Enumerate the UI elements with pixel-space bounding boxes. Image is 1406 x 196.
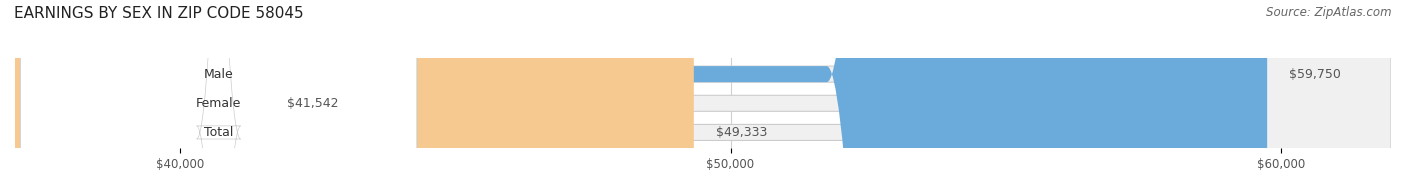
FancyBboxPatch shape xyxy=(0,0,456,196)
Text: Male: Male xyxy=(204,68,233,81)
FancyBboxPatch shape xyxy=(15,0,693,196)
FancyBboxPatch shape xyxy=(15,0,1391,196)
Text: $41,542: $41,542 xyxy=(287,97,339,110)
Text: Female: Female xyxy=(195,97,242,110)
Text: EARNINGS BY SEX IN ZIP CODE 58045: EARNINGS BY SEX IN ZIP CODE 58045 xyxy=(14,6,304,21)
FancyBboxPatch shape xyxy=(21,0,416,196)
Text: Total: Total xyxy=(204,126,233,139)
FancyBboxPatch shape xyxy=(15,0,1391,196)
FancyBboxPatch shape xyxy=(15,0,1391,196)
Text: Source: ZipAtlas.com: Source: ZipAtlas.com xyxy=(1267,6,1392,19)
FancyBboxPatch shape xyxy=(21,0,416,196)
FancyBboxPatch shape xyxy=(15,0,1267,196)
Text: $59,750: $59,750 xyxy=(1289,68,1341,81)
FancyBboxPatch shape xyxy=(21,0,416,196)
Text: $49,333: $49,333 xyxy=(716,126,768,139)
